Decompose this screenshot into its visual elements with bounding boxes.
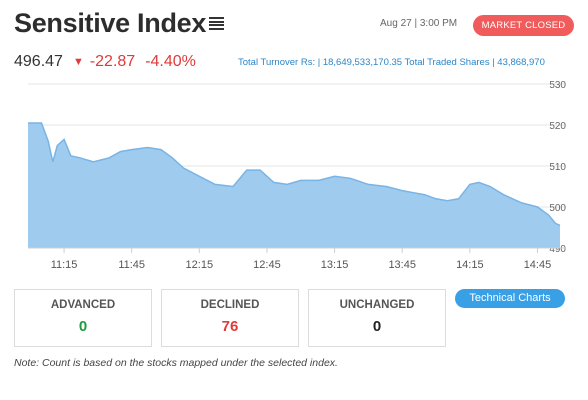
technical-charts-button[interactable]: Technical Charts bbox=[455, 289, 565, 308]
unchanged-stat-card: UNCHANGED 0 bbox=[308, 289, 446, 347]
advanced-stat-card: ADVANCED 0 bbox=[14, 289, 152, 347]
index-area-chart[interactable]: 490 500 510 520 530 11:15 11:45 12:15 12:45 13:15… bbox=[0, 76, 588, 276]
advanced-count: 0 bbox=[78, 318, 88, 335]
price-row: 496.47 ▼ -22.87 -4.40% bbox=[14, 53, 196, 71]
x-tick-label: 12:45 bbox=[253, 259, 281, 271]
advanced-label: ADVANCED bbox=[50, 299, 116, 311]
x-tick-label: 13:15 bbox=[321, 259, 349, 271]
declined-stat-card: DECLINED 76 bbox=[161, 289, 299, 347]
y-tick-label: 490 bbox=[549, 244, 566, 255]
footnote: Note: Count is based on the stocks mappe… bbox=[14, 357, 338, 369]
unchanged-count: 0 bbox=[372, 318, 382, 335]
unchanged-label: UNCHANGED bbox=[339, 299, 415, 311]
y-tick-label: 510 bbox=[549, 162, 566, 173]
x-tick-label: 12:15 bbox=[186, 259, 214, 271]
turnover-info: Total Turnover Rs: | 18,649,533,170.35 T… bbox=[238, 57, 545, 68]
declined-label: DECLINED bbox=[200, 299, 260, 311]
y-tick-label: 520 bbox=[549, 121, 566, 132]
market-status-badge: MARKET CLOSED bbox=[473, 15, 574, 36]
declined-count: 76 bbox=[221, 318, 239, 335]
price-change: -22.87 bbox=[89, 53, 136, 70]
x-tick-label: 13:45 bbox=[388, 259, 416, 271]
hamburger-menu-icon[interactable] bbox=[209, 17, 224, 30]
series-line bbox=[28, 122, 561, 227]
page-title: Sensitive Index bbox=[14, 8, 207, 38]
market-timestamp: Aug 27 | 3:00 PM bbox=[380, 18, 458, 29]
x-tick-label: 11:45 bbox=[118, 259, 145, 271]
area-fill bbox=[28, 123, 560, 248]
x-tick-label: 14:15 bbox=[456, 259, 484, 271]
chevron-down-icon: ▼ bbox=[72, 56, 84, 68]
y-tick-label: 530 bbox=[549, 80, 566, 91]
x-tick-label: 14:45 bbox=[524, 259, 552, 271]
x-tick-label: 11:15 bbox=[51, 259, 78, 271]
index-price: 496.47 bbox=[14, 53, 63, 70]
y-tick-label: 500 bbox=[549, 203, 566, 214]
price-change-percent: -4.40% bbox=[145, 53, 196, 70]
